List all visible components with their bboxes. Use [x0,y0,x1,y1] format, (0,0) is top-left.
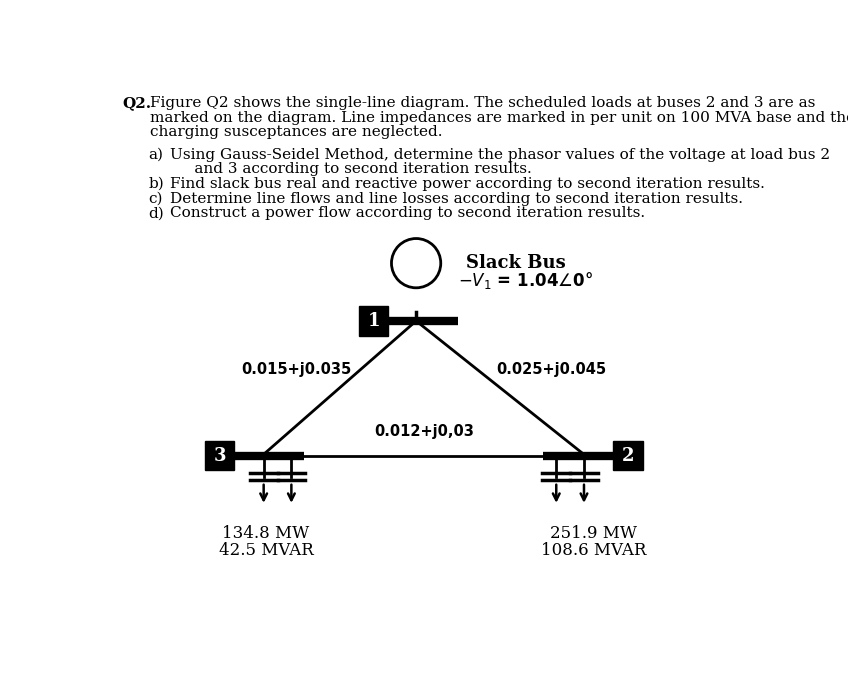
Text: 42.5 MVAR: 42.5 MVAR [219,542,314,559]
Text: and 3 according to second iteration results.: and 3 according to second iteration resu… [170,163,532,177]
Text: marked on the diagram. Line impedances are marked in per unit on 100 MVA base an: marked on the diagram. Line impedances a… [150,111,848,125]
Text: d): d) [148,206,164,220]
Text: Construct a power flow according to second iteration results.: Construct a power flow according to seco… [170,206,644,220]
Text: $-V_1$ = 1.04$\angle$0°: $-V_1$ = 1.04$\angle$0° [459,270,594,291]
Text: a): a) [148,148,163,162]
Text: Q2.: Q2. [122,96,151,110]
Text: b): b) [148,177,164,191]
Text: 108.6 MVAR: 108.6 MVAR [540,542,646,559]
Text: Figure Q2 shows the single-line diagram. The scheduled loads at buses 2 and 3 ar: Figure Q2 shows the single-line diagram.… [150,96,816,110]
Bar [360,306,388,336]
Text: 2: 2 [622,447,634,465]
Text: c): c) [148,191,163,205]
Bar [205,441,234,470]
Text: 0.025+j0.045: 0.025+j0.045 [496,362,606,377]
Text: 0.015+j0.035: 0.015+j0.035 [242,362,352,377]
Text: 1: 1 [367,312,380,330]
Text: charging susceptances are neglected.: charging susceptances are neglected. [150,126,443,140]
Text: Using Gauss-Seidel Method, determine the phasor values of the voltage at load bu: Using Gauss-Seidel Method, determine the… [170,148,830,162]
Text: 0.012+j0,03: 0.012+j0,03 [374,424,474,439]
Text: Find slack bus real and reactive power according to second iteration results.: Find slack bus real and reactive power a… [170,177,765,191]
Text: 251.9 MW: 251.9 MW [550,525,637,542]
Text: 3: 3 [214,447,226,465]
Text: Determine line flows and line losses according to second iteration results.: Determine line flows and line losses acc… [170,191,743,205]
Text: Slack Bus: Slack Bus [466,254,566,272]
Text: 134.8 MW: 134.8 MW [222,525,310,542]
Bar [613,441,643,470]
